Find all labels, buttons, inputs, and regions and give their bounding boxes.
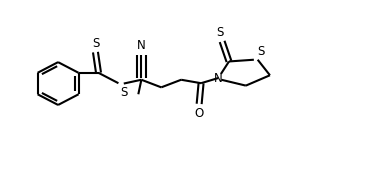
Text: S: S <box>92 37 99 50</box>
Text: S: S <box>120 86 127 99</box>
Text: N: N <box>137 39 146 53</box>
Text: N: N <box>214 72 223 85</box>
Text: O: O <box>195 107 204 120</box>
Text: S: S <box>258 45 265 58</box>
Text: S: S <box>217 26 224 39</box>
